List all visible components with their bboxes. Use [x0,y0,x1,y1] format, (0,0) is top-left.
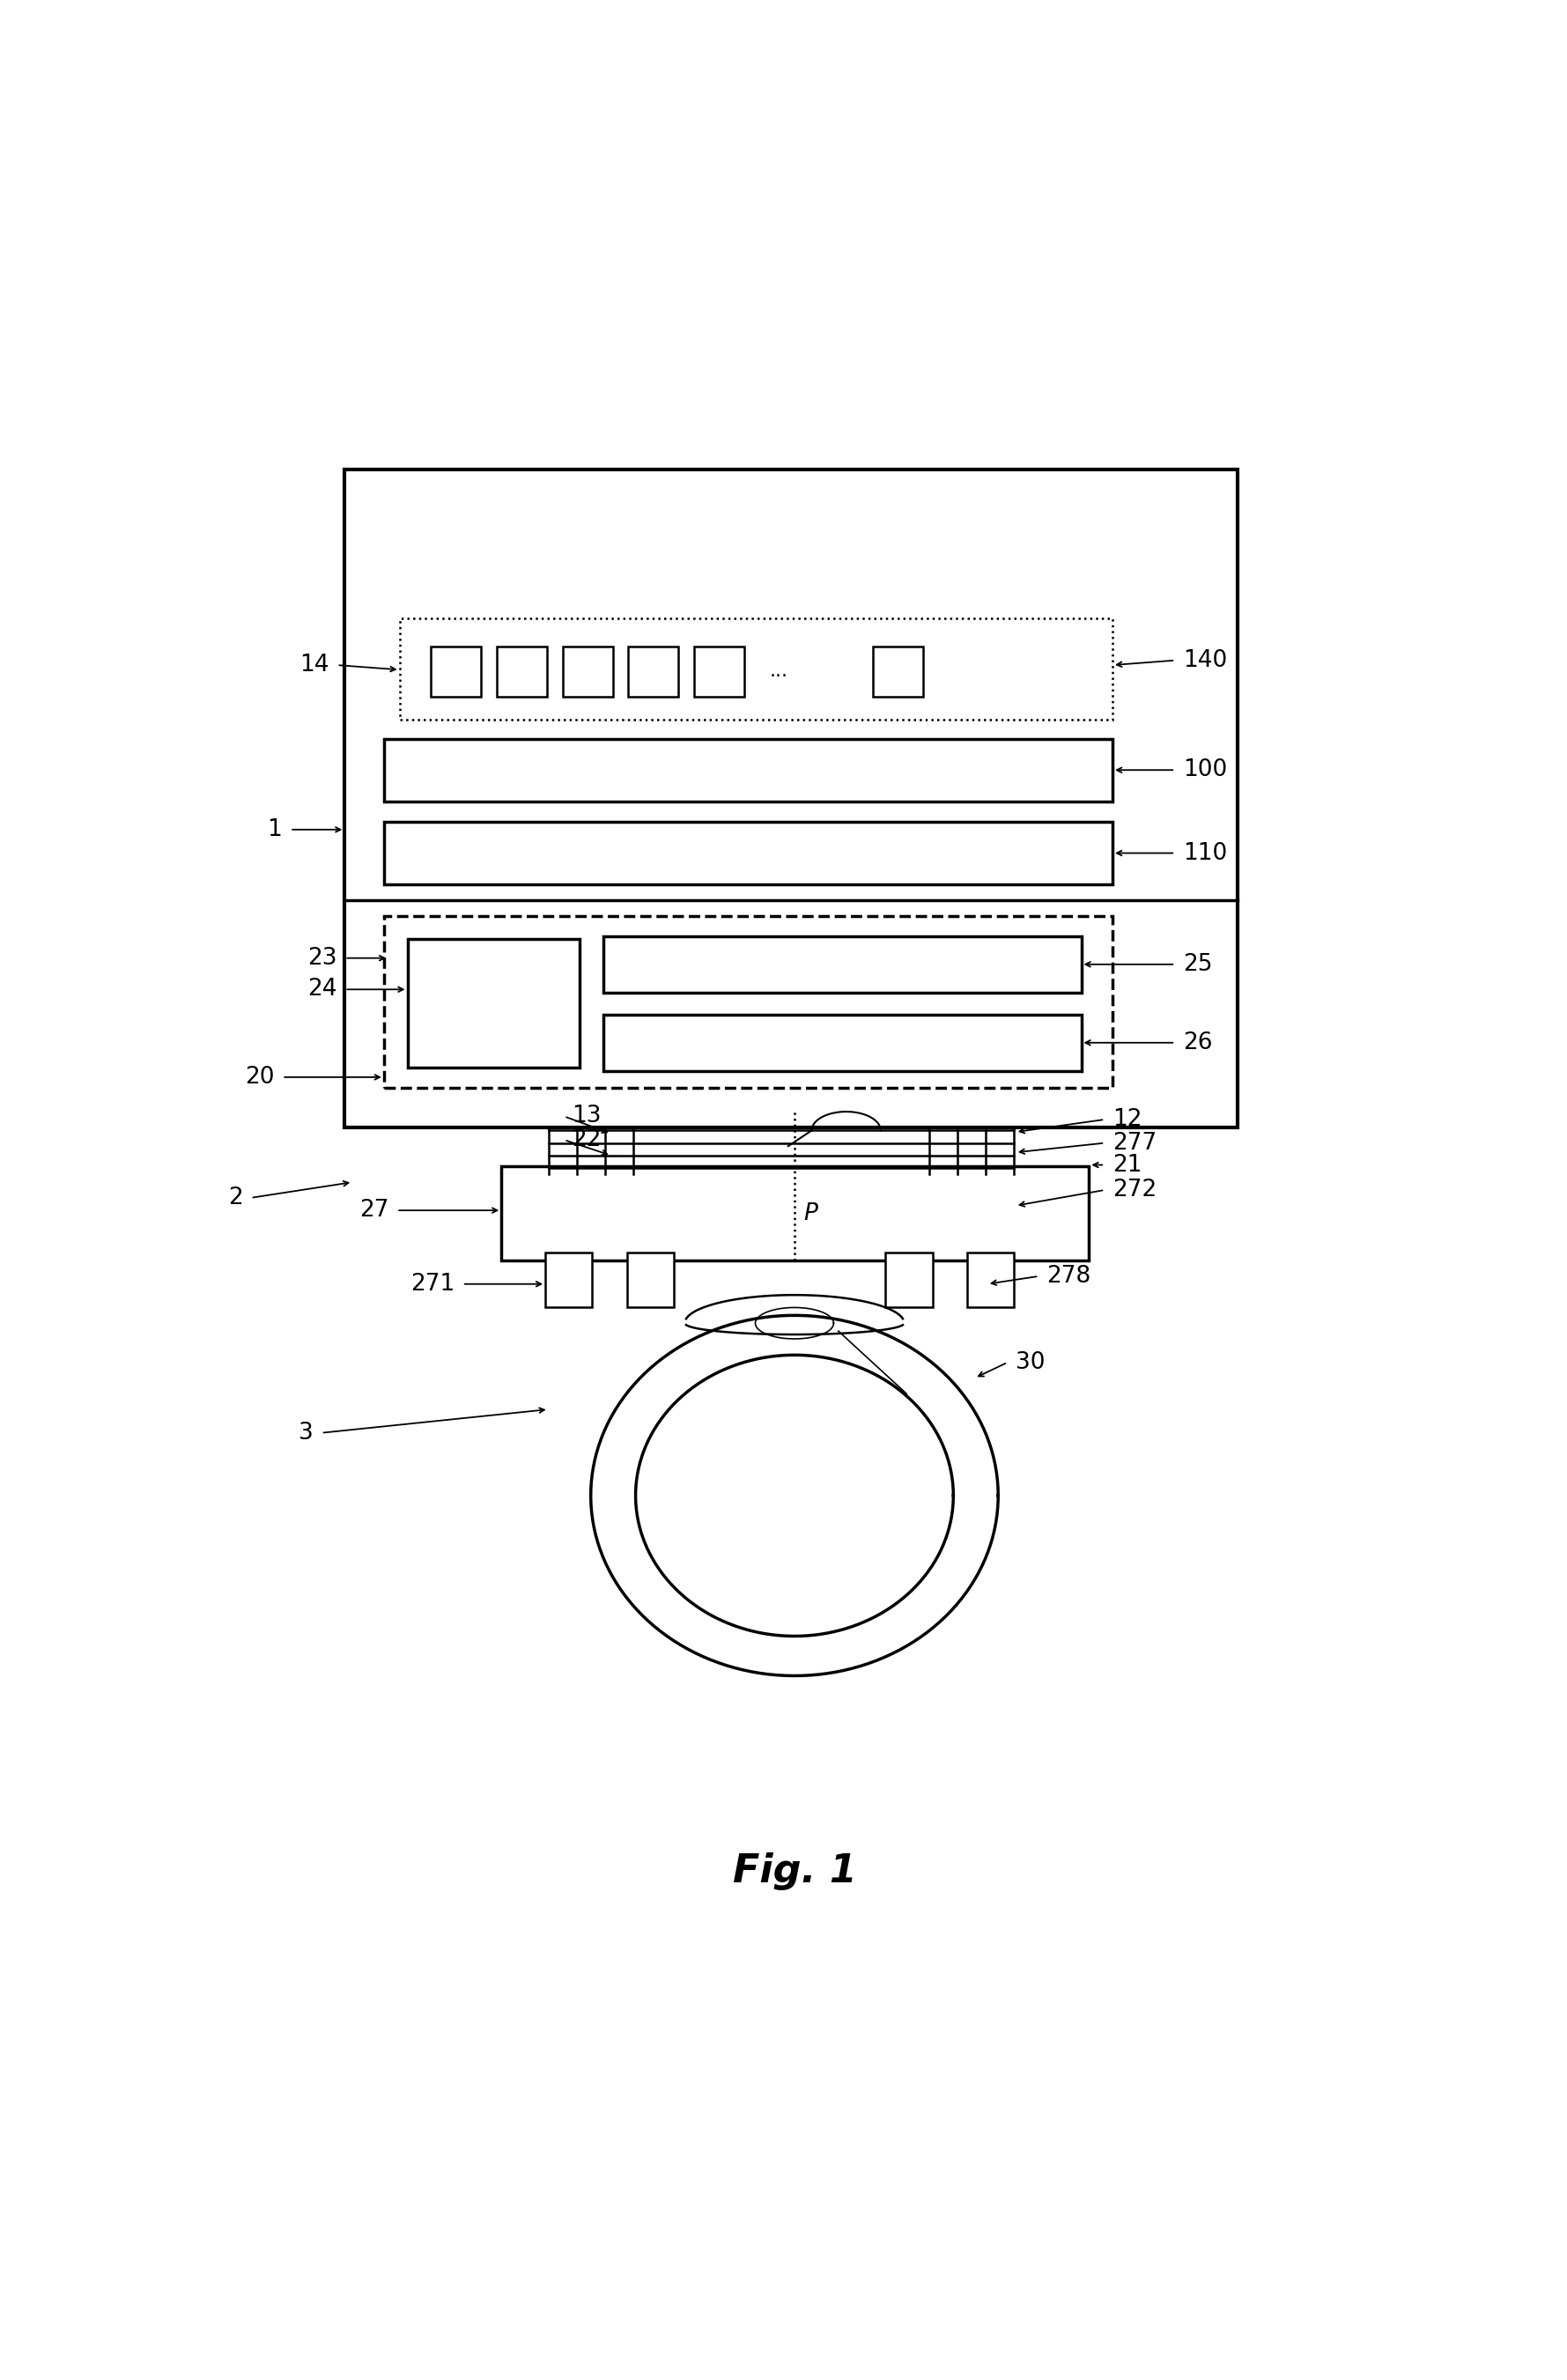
Text: 13: 13 [572,1104,602,1128]
Text: 23: 23 [307,947,337,969]
FancyBboxPatch shape [407,940,580,1069]
Text: 12: 12 [1113,1109,1142,1130]
Text: 100: 100 [1183,759,1227,781]
FancyBboxPatch shape [967,1252,1014,1307]
Text: 2: 2 [229,1185,243,1209]
Text: 1: 1 [268,819,282,840]
Text: 140: 140 [1183,650,1227,671]
FancyBboxPatch shape [873,647,923,697]
Text: 110: 110 [1183,843,1227,864]
Text: 277: 277 [1113,1130,1156,1154]
Text: 278: 278 [1047,1264,1091,1288]
Text: 22: 22 [572,1128,602,1152]
Text: 3: 3 [299,1421,313,1445]
Text: 30: 30 [1015,1352,1045,1373]
FancyBboxPatch shape [563,647,613,697]
FancyBboxPatch shape [497,647,547,697]
Text: 26: 26 [1183,1031,1213,1054]
Text: ...: ... [769,662,788,681]
Text: 24: 24 [307,978,337,1002]
Text: 20: 20 [244,1066,274,1088]
FancyBboxPatch shape [603,935,1081,992]
FancyBboxPatch shape [627,1252,674,1307]
Text: 272: 272 [1113,1178,1156,1202]
Text: 25: 25 [1183,952,1213,976]
Text: 271: 271 [411,1273,454,1295]
FancyBboxPatch shape [545,1252,592,1307]
FancyBboxPatch shape [628,647,679,697]
FancyBboxPatch shape [345,469,1238,1128]
Text: 27: 27 [359,1200,389,1221]
FancyBboxPatch shape [694,647,744,697]
FancyBboxPatch shape [384,738,1113,802]
Text: 21: 21 [1113,1154,1142,1176]
FancyBboxPatch shape [885,1252,932,1307]
FancyBboxPatch shape [603,1014,1081,1071]
Text: Fig. 1: Fig. 1 [732,1852,857,1890]
FancyBboxPatch shape [384,821,1113,885]
Text: P: P [804,1202,816,1226]
FancyBboxPatch shape [400,619,1113,719]
Text: 14: 14 [299,655,329,676]
FancyBboxPatch shape [431,647,481,697]
FancyBboxPatch shape [384,916,1113,1088]
FancyBboxPatch shape [501,1166,1089,1261]
